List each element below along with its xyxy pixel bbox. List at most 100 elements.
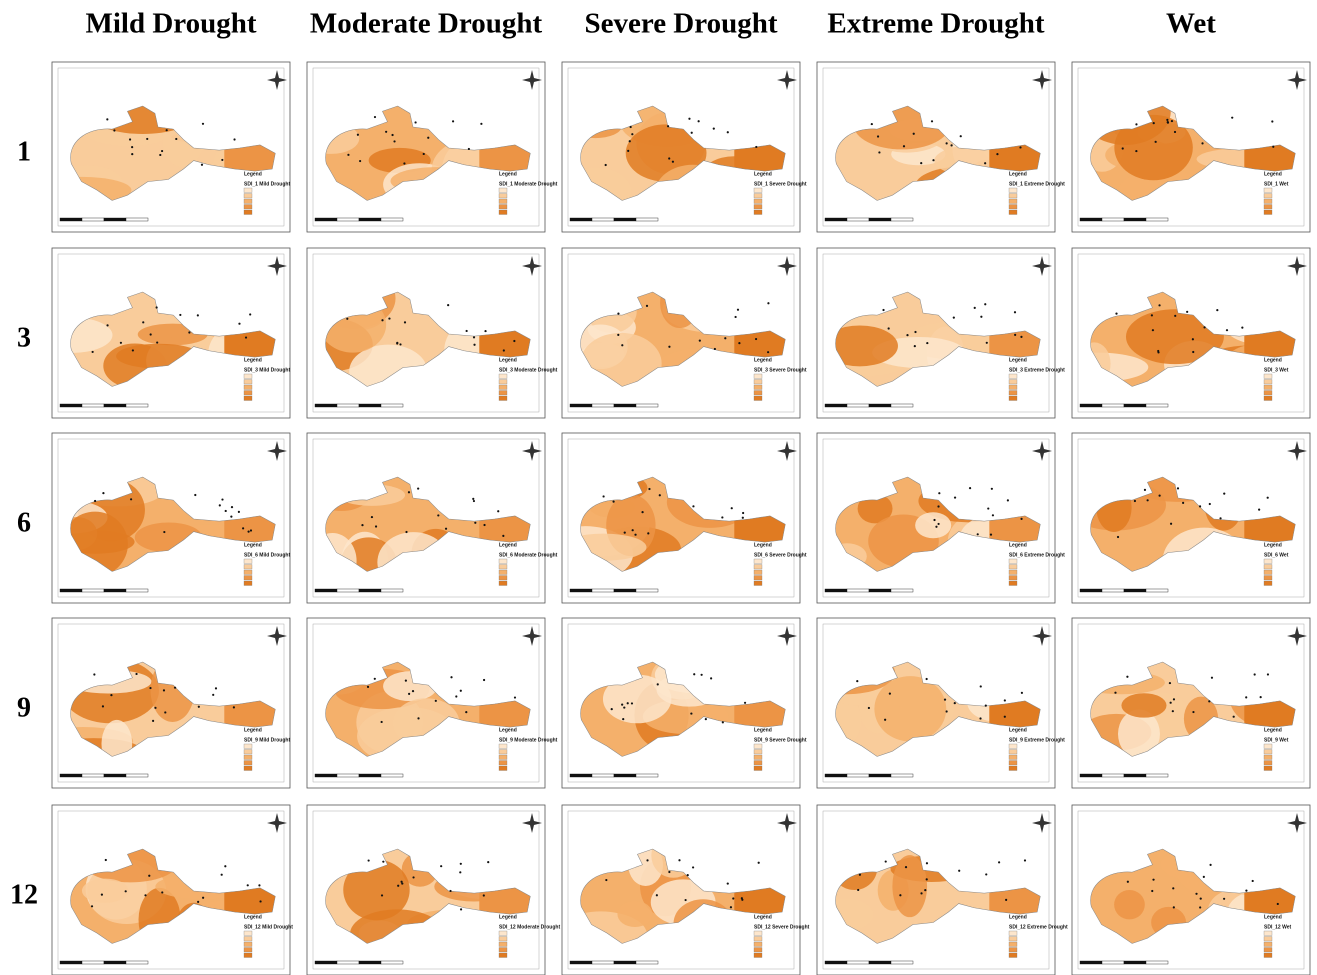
legend-swatch xyxy=(499,194,507,199)
station xyxy=(393,140,395,142)
map-panel: LegendSDI_9 Extreme Drought xyxy=(796,618,1083,788)
station xyxy=(131,153,133,155)
legend-heading: Legend xyxy=(754,914,772,920)
legend-title: SDI_6 Wet xyxy=(1264,552,1289,558)
legend-swatch xyxy=(1264,948,1272,953)
legend-swatch xyxy=(1009,744,1017,749)
station xyxy=(1155,141,1157,143)
map-panel: LegendSDI_12 Mild Drought xyxy=(52,805,293,975)
station xyxy=(105,859,107,861)
legend-swatch xyxy=(244,199,252,204)
scale-bar xyxy=(337,218,359,221)
station xyxy=(991,488,993,490)
station xyxy=(885,860,887,862)
station xyxy=(179,314,181,316)
station xyxy=(1271,120,1273,122)
scale-bar xyxy=(82,404,104,407)
legend-swatch xyxy=(754,581,762,586)
station xyxy=(954,496,956,498)
legend-swatch xyxy=(244,948,252,953)
legend-swatch xyxy=(244,937,252,942)
station xyxy=(357,134,359,136)
station xyxy=(1114,692,1116,694)
station xyxy=(154,707,156,709)
station xyxy=(417,717,419,719)
legend-title: SDI_6 Mild Drought xyxy=(244,552,290,558)
legend-swatch xyxy=(1009,199,1017,204)
legend-swatch xyxy=(1009,948,1017,953)
station xyxy=(701,674,703,676)
scale-bar xyxy=(592,218,614,221)
legend-swatch xyxy=(1009,194,1017,199)
station xyxy=(974,307,976,309)
station xyxy=(1182,502,1184,504)
scale-bar xyxy=(315,404,337,407)
station xyxy=(722,721,724,723)
legend-swatch xyxy=(1009,205,1017,210)
legend-title: SDI_3 Severe Drought xyxy=(754,367,807,373)
station xyxy=(487,861,489,863)
scale-bar xyxy=(337,961,359,964)
scale-bar xyxy=(359,961,381,964)
scale-bar xyxy=(847,774,869,777)
scale-bar xyxy=(891,774,913,777)
station xyxy=(1209,864,1211,866)
legend-swatch xyxy=(499,199,507,204)
row-label: 1 xyxy=(17,136,31,167)
station xyxy=(924,889,926,891)
station xyxy=(1177,487,1179,489)
legend-swatch xyxy=(754,755,762,760)
station xyxy=(1211,677,1213,679)
station xyxy=(1134,500,1136,502)
station xyxy=(684,899,686,901)
station xyxy=(164,711,166,713)
legend-swatch xyxy=(499,380,507,385)
legend-swatch xyxy=(754,199,762,204)
station xyxy=(1173,906,1175,908)
station xyxy=(667,125,669,127)
station xyxy=(617,313,619,315)
station xyxy=(483,679,485,681)
station xyxy=(452,120,454,122)
station xyxy=(371,516,373,518)
legend-heading: Legend xyxy=(244,357,262,363)
legend-swatch xyxy=(1264,565,1272,570)
legend-swatch xyxy=(754,194,762,199)
column-title: Wet xyxy=(1166,8,1216,40)
station xyxy=(980,685,982,687)
scale-bar xyxy=(104,774,126,777)
station xyxy=(106,324,108,326)
station xyxy=(460,690,462,692)
scale-bar xyxy=(1102,404,1124,407)
station xyxy=(198,706,200,708)
legend-swatch xyxy=(499,385,507,390)
scale-bar xyxy=(570,774,592,777)
station xyxy=(163,689,165,691)
legend-title: SDI_1 Mild Drought xyxy=(244,181,290,187)
legend-heading: Legend xyxy=(1264,542,1282,548)
scale-bar xyxy=(636,589,658,592)
station xyxy=(693,673,695,675)
legend-swatch xyxy=(754,744,762,749)
legend-swatch xyxy=(754,188,762,193)
scale-bar xyxy=(126,404,148,407)
legend-swatch xyxy=(1264,194,1272,199)
station xyxy=(258,884,260,886)
legend-swatch xyxy=(1009,380,1017,385)
legend-swatch xyxy=(499,766,507,771)
station xyxy=(388,317,390,319)
station xyxy=(459,871,461,873)
station xyxy=(987,507,989,509)
station xyxy=(1170,523,1172,525)
legend-title: SDI_9 Moderate Drought xyxy=(499,737,558,743)
station xyxy=(737,309,739,311)
legend-heading: Legend xyxy=(1264,357,1282,363)
scale-bar xyxy=(636,404,658,407)
scale-bar xyxy=(636,218,658,221)
legend-swatch xyxy=(1264,199,1272,204)
station xyxy=(197,314,199,316)
map-panel: LegendSDI_9 Mild Drought xyxy=(33,618,290,788)
station xyxy=(1200,897,1202,899)
legend-swatch xyxy=(499,761,507,766)
scale-bar xyxy=(614,404,636,407)
